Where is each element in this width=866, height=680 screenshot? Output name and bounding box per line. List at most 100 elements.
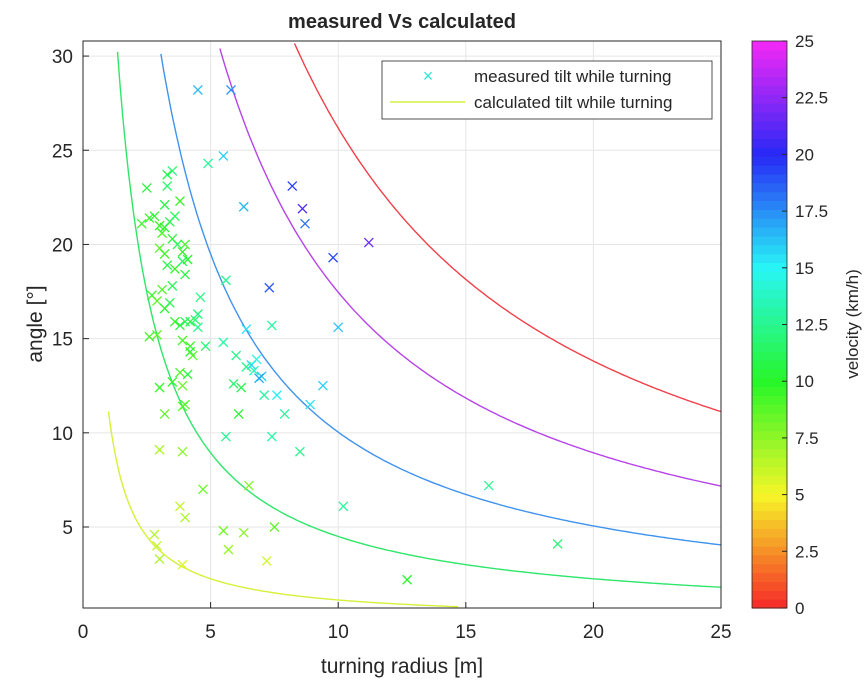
measured-point <box>251 354 262 365</box>
measured-point <box>218 337 229 348</box>
measured-point <box>177 256 188 267</box>
measured-point <box>154 444 165 455</box>
measured-point <box>167 166 178 176</box>
colorbar-band <box>752 165 787 175</box>
measured-point <box>220 275 231 286</box>
y-tick-label: 20 <box>52 235 73 256</box>
measured-point <box>218 150 229 161</box>
measured-point <box>162 260 173 271</box>
colorbar-band <box>752 58 787 69</box>
colorbar-tick-label: 17.5 <box>795 202 828 221</box>
colorbar-tick-label: 7.5 <box>795 429 819 448</box>
colorbar-tick-label: 25 <box>795 32 814 51</box>
colorbar-band <box>752 351 787 361</box>
legend-label-measured: measured tilt while turning <box>474 67 671 86</box>
measured-point <box>231 350 242 361</box>
measured-point <box>192 309 203 320</box>
colorbar-band <box>752 519 787 529</box>
x-tick-label: 5 <box>205 622 216 643</box>
y-axis-ticks: 5 10 15 20 25 30 <box>52 47 89 539</box>
colorbar-band <box>752 235 787 246</box>
colorbar-band <box>752 306 787 317</box>
colorbar-band <box>752 377 787 388</box>
calculated-curve-15kmh <box>160 53 722 546</box>
colorbar-tick-label: 2.5 <box>795 542 819 561</box>
plot-frame <box>82 40 722 609</box>
measured-point <box>180 269 191 280</box>
colorbar-band <box>752 289 787 299</box>
measured-point <box>159 199 170 210</box>
y-tick-label: 25 <box>52 141 73 162</box>
colorbar-band <box>752 483 787 494</box>
measured-point <box>177 446 188 457</box>
calculated-curve-25kmh <box>293 43 722 413</box>
measured-point <box>264 282 275 293</box>
measured-point <box>144 331 155 342</box>
x-tick-label: 10 <box>328 622 349 643</box>
x-tick-label: 20 <box>583 622 604 643</box>
measured-point <box>157 284 168 295</box>
measured-point <box>223 544 234 555</box>
colorbar-band <box>752 554 787 565</box>
measured-point <box>180 399 191 410</box>
measured-point <box>169 263 180 274</box>
measured-point <box>363 237 374 248</box>
measured-point <box>169 211 180 222</box>
colorbar-band <box>752 262 787 272</box>
calculated-curve-10kmh <box>116 51 722 588</box>
measured-point <box>159 409 170 419</box>
colorbar-band <box>752 244 787 255</box>
measured-point <box>266 431 277 442</box>
colorbar-band <box>752 147 787 157</box>
colorbar-band <box>752 448 787 458</box>
colorbar-band <box>752 359 787 370</box>
colorbar-band <box>752 271 787 281</box>
measured-point <box>233 409 244 419</box>
measured-point <box>261 555 272 566</box>
colorbar-band <box>752 218 787 228</box>
legend-box <box>381 60 713 120</box>
measured-point <box>154 554 165 564</box>
measured-point <box>269 522 280 532</box>
measured-point <box>203 158 214 169</box>
measured-point <box>271 390 282 401</box>
colorbar-band <box>752 182 787 193</box>
colorbar-band <box>752 41 787 51</box>
y-tick-label: 5 <box>62 518 73 539</box>
measured-point <box>190 314 201 325</box>
x-tick-label: 25 <box>710 622 731 643</box>
colorbar-tick-label: 22.5 <box>795 89 828 108</box>
grid-lines <box>83 41 721 608</box>
measured-point <box>226 85 236 95</box>
measured-point <box>177 559 188 570</box>
colorbar-band <box>752 404 787 414</box>
colorbar-band <box>752 386 787 396</box>
measured-point <box>197 484 208 495</box>
measured-point <box>162 181 173 192</box>
colorbar-band <box>752 138 787 148</box>
measured-point <box>328 252 339 263</box>
calculated-curve-5kmh <box>107 411 459 608</box>
measured-point <box>144 213 155 224</box>
colorbar-band <box>752 200 787 210</box>
colorbar-band <box>752 85 787 95</box>
colorbar-band <box>752 120 787 131</box>
measured-point <box>177 247 188 257</box>
colorbar-band <box>752 209 787 219</box>
colorbar-band <box>752 545 787 556</box>
colorbar-band <box>752 368 787 379</box>
measured-point <box>236 382 247 393</box>
colorbar-band <box>752 280 787 290</box>
colorbar-band <box>752 253 787 264</box>
colorbar-tick-label: 20 <box>795 145 814 164</box>
measured-point <box>249 365 259 376</box>
colorbar-band <box>752 49 787 60</box>
y-tick-label: 30 <box>52 47 73 68</box>
colorbar-band <box>752 315 787 326</box>
measured-point <box>177 335 188 346</box>
colorbar-band <box>752 572 787 583</box>
measured-point <box>254 373 265 384</box>
measured-point <box>149 529 160 540</box>
measured-point <box>182 369 193 380</box>
colorbar-band <box>752 413 787 423</box>
